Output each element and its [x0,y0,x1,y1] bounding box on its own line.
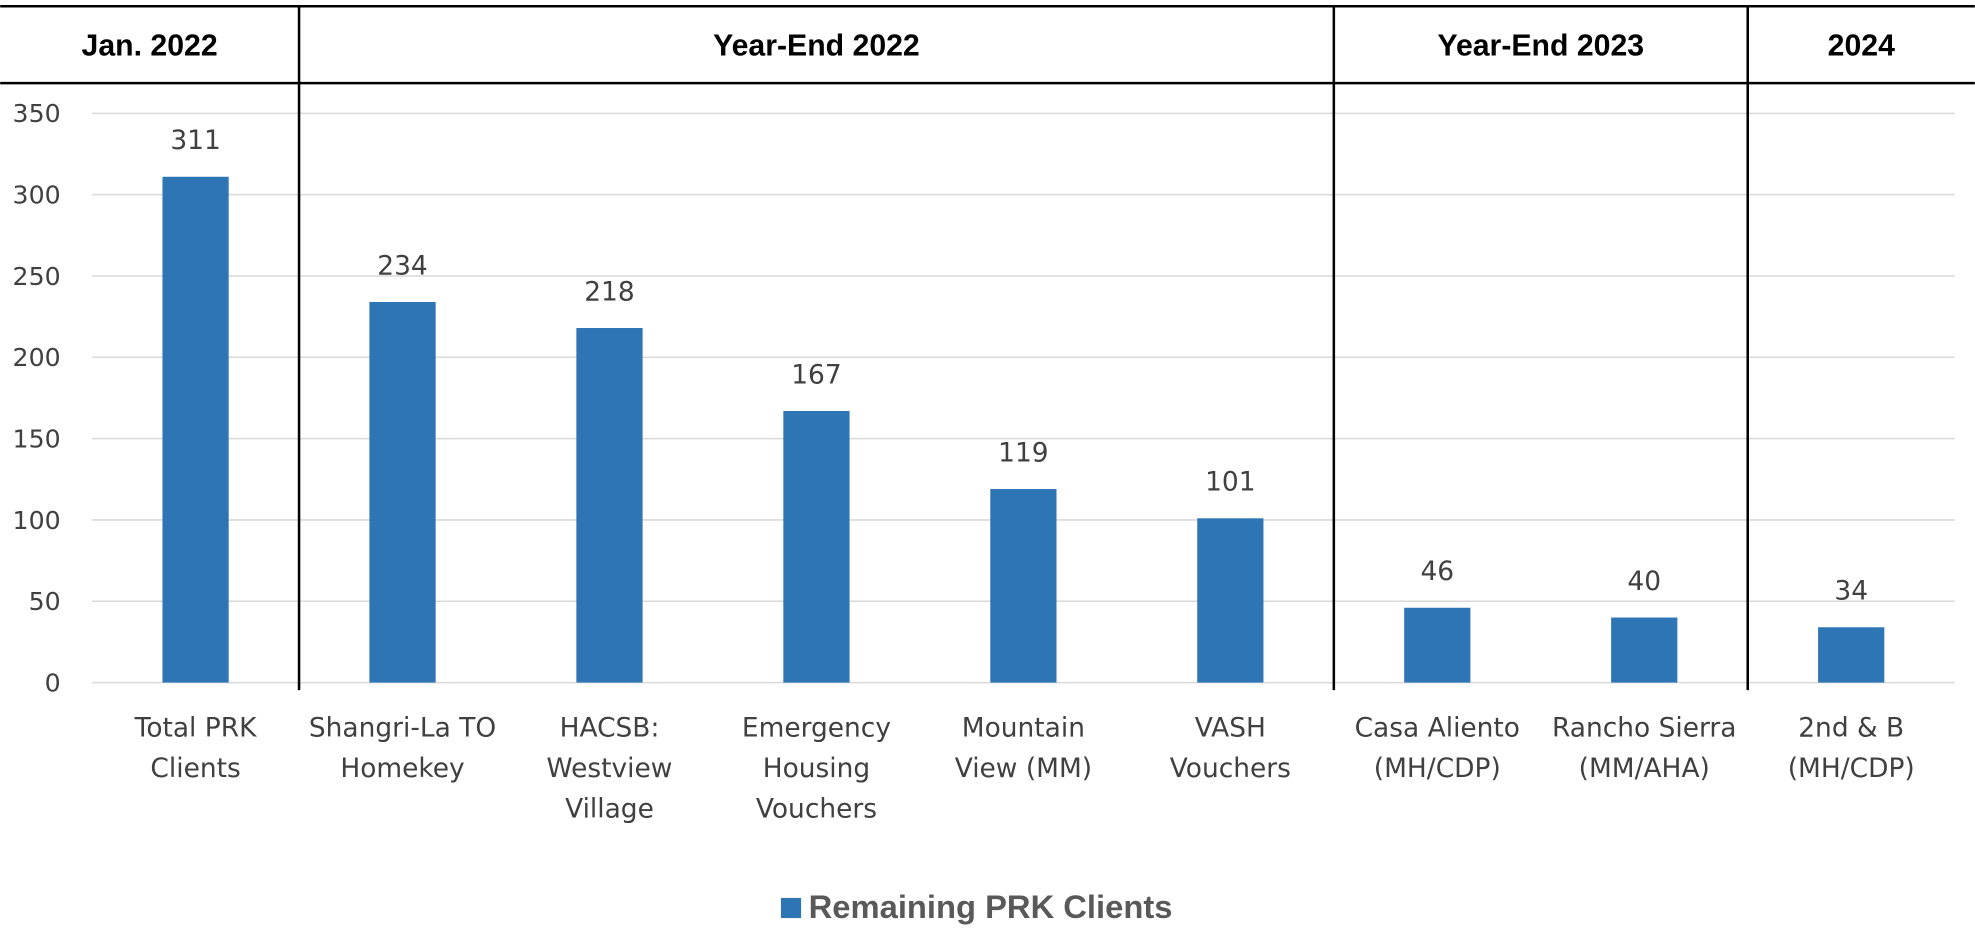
x-tick-label: Emergency Housing Vouchers [742,713,891,825]
y-tick-label: 100 [13,506,61,535]
x-tick-label: Mountain View (MM) [955,713,1092,784]
bar [783,410,850,683]
x-tick-label: HACSB: Westview Village [547,713,673,825]
value-label: 40 [1627,566,1661,597]
y-tick-label: 200 [13,343,61,372]
bar [1611,617,1678,683]
value-label: 46 [1420,556,1454,587]
x-tick-label: Casa Aliento (MH/CDP) [1355,713,1520,784]
group-label: Year-End 2022 [713,29,920,62]
value-label: 101 [1205,467,1255,498]
value-label: 218 [584,276,634,307]
bar [1197,518,1264,683]
group-label: Year-End 2023 [1437,29,1644,62]
bar [576,328,643,683]
x-tick-label: Rancho Sierra (MM/AHA) [1552,713,1736,784]
x-tick-label: Shangri-La TO Homekey [309,713,496,784]
y-tick-label: 150 [13,424,61,453]
bar [990,489,1057,683]
bar [1404,607,1471,683]
legend-swatch [780,897,802,919]
value-label: 119 [998,437,1048,468]
y-tick-label: 0 [45,668,61,697]
y-tick-label: 50 [29,587,61,616]
bar [1818,627,1885,683]
value-label: 167 [791,359,841,390]
legend-label: Remaining PRK Clients [809,888,1173,925]
x-tick-label: VASH Vouchers [1170,713,1291,784]
y-tick-label: 300 [13,180,61,209]
bar [369,302,436,683]
x-tick-label: 2nd & B (MH/CDP) [1788,713,1915,784]
y-tick-label: 350 [13,99,61,128]
group-label: Jan. 2022 [82,29,218,62]
group-label: 2024 [1828,29,1895,62]
y-tick-label: 250 [13,262,61,291]
bar [162,176,229,683]
x-tick-label: Total PRK Clients [134,713,257,784]
value-label: 34 [1834,576,1868,607]
value-label: 311 [170,125,220,156]
value-label: 234 [377,250,427,281]
